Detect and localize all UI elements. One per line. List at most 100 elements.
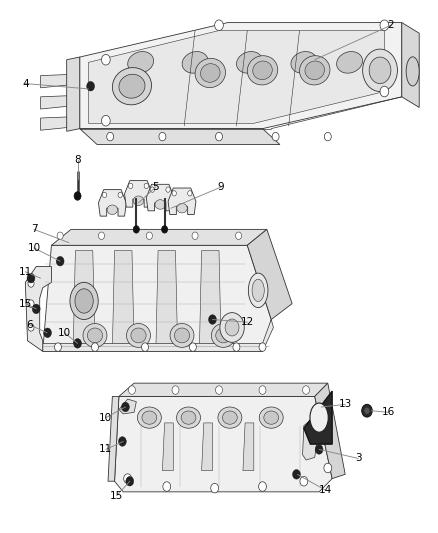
Circle shape	[92, 343, 99, 351]
Ellipse shape	[300, 56, 330, 85]
Polygon shape	[73, 251, 95, 349]
Polygon shape	[115, 397, 332, 492]
Polygon shape	[243, 423, 254, 471]
Circle shape	[28, 280, 34, 287]
Polygon shape	[168, 188, 196, 215]
Circle shape	[74, 338, 81, 348]
Circle shape	[102, 54, 110, 65]
Ellipse shape	[75, 289, 93, 313]
Ellipse shape	[70, 282, 98, 319]
Polygon shape	[303, 420, 319, 460]
Ellipse shape	[218, 407, 242, 428]
Circle shape	[211, 483, 219, 493]
Polygon shape	[201, 423, 212, 471]
Ellipse shape	[138, 407, 161, 428]
Circle shape	[187, 191, 192, 196]
Ellipse shape	[155, 200, 166, 209]
Circle shape	[208, 315, 216, 324]
Circle shape	[44, 328, 51, 337]
Polygon shape	[199, 251, 221, 349]
Ellipse shape	[181, 411, 196, 424]
Text: 15: 15	[110, 490, 124, 500]
Circle shape	[102, 192, 107, 198]
Text: 10: 10	[99, 413, 113, 423]
Circle shape	[87, 82, 95, 91]
Circle shape	[369, 57, 391, 84]
Ellipse shape	[406, 57, 419, 86]
Circle shape	[126, 477, 134, 486]
Polygon shape	[156, 251, 178, 349]
Ellipse shape	[259, 407, 283, 428]
Ellipse shape	[305, 61, 325, 79]
Circle shape	[220, 313, 244, 342]
Circle shape	[324, 463, 332, 473]
Circle shape	[166, 187, 170, 192]
Circle shape	[146, 232, 152, 239]
Polygon shape	[315, 383, 345, 479]
Circle shape	[163, 482, 171, 491]
Circle shape	[293, 470, 300, 479]
Circle shape	[162, 225, 168, 233]
Circle shape	[259, 386, 266, 394]
Polygon shape	[43, 319, 273, 351]
Ellipse shape	[310, 403, 328, 432]
Ellipse shape	[177, 407, 201, 428]
Ellipse shape	[337, 52, 363, 73]
Circle shape	[133, 225, 139, 233]
Ellipse shape	[195, 58, 226, 87]
Ellipse shape	[127, 324, 150, 348]
Ellipse shape	[142, 411, 157, 424]
Circle shape	[124, 474, 131, 483]
Circle shape	[272, 132, 279, 141]
Circle shape	[363, 49, 397, 92]
Ellipse shape	[201, 63, 220, 82]
Circle shape	[32, 304, 40, 314]
Circle shape	[215, 132, 223, 141]
Circle shape	[102, 115, 110, 126]
Ellipse shape	[174, 328, 190, 343]
Circle shape	[189, 343, 196, 351]
Circle shape	[27, 273, 35, 283]
Circle shape	[172, 191, 177, 196]
Text: 6: 6	[26, 320, 33, 330]
Text: 2: 2	[388, 20, 394, 30]
Circle shape	[236, 232, 242, 239]
Ellipse shape	[264, 411, 279, 424]
Ellipse shape	[248, 273, 268, 308]
Circle shape	[225, 319, 239, 336]
Text: 10: 10	[28, 243, 41, 253]
Polygon shape	[146, 184, 174, 211]
Circle shape	[28, 300, 34, 308]
Text: 12: 12	[240, 317, 254, 327]
Polygon shape	[119, 383, 328, 397]
Circle shape	[259, 343, 266, 351]
Ellipse shape	[119, 74, 145, 98]
Ellipse shape	[237, 52, 262, 73]
Circle shape	[128, 386, 135, 394]
Polygon shape	[108, 397, 119, 481]
Circle shape	[215, 386, 223, 394]
Polygon shape	[51, 229, 267, 245]
Circle shape	[128, 183, 133, 189]
Polygon shape	[67, 57, 80, 131]
Circle shape	[303, 386, 310, 394]
Circle shape	[172, 386, 179, 394]
Circle shape	[57, 232, 63, 239]
Text: 4: 4	[22, 78, 28, 88]
Circle shape	[364, 408, 370, 414]
Circle shape	[28, 324, 34, 331]
Ellipse shape	[252, 279, 264, 302]
Text: 8: 8	[74, 156, 81, 165]
Text: 13: 13	[339, 399, 352, 409]
Circle shape	[380, 20, 389, 30]
Circle shape	[99, 232, 105, 239]
Polygon shape	[124, 181, 152, 207]
Circle shape	[233, 343, 240, 351]
Text: 5: 5	[152, 182, 159, 192]
Circle shape	[141, 343, 148, 351]
Polygon shape	[402, 22, 419, 108]
Text: 11: 11	[99, 445, 113, 455]
Circle shape	[258, 482, 266, 491]
Circle shape	[324, 132, 331, 141]
Ellipse shape	[107, 205, 117, 215]
